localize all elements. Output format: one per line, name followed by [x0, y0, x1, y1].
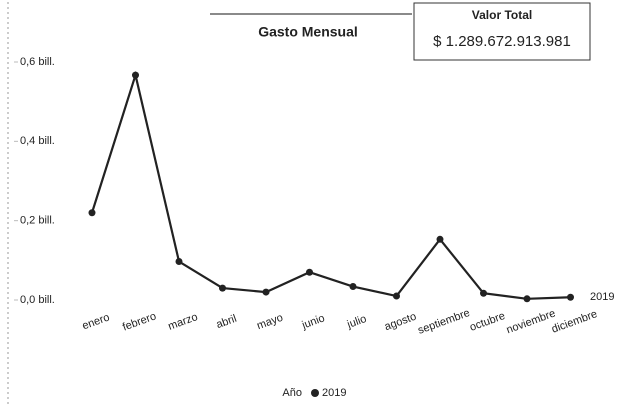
point	[436, 235, 444, 243]
x-tick-label: agosto	[383, 311, 418, 334]
legend-label: 2019	[322, 387, 346, 399]
line	[90, 70, 571, 300]
total-card	[413, 2, 591, 61]
point	[393, 292, 400, 300]
legend-marker	[311, 389, 319, 397]
point	[88, 209, 96, 217]
point	[175, 258, 183, 266]
point	[349, 283, 357, 291]
point	[306, 268, 313, 276]
y-tick-label: 0,4 bill.	[20, 135, 55, 147]
series-end-label: 2019	[590, 291, 614, 303]
x-tick-label: octubre	[468, 310, 507, 334]
x-tick-label: diciembre	[550, 308, 599, 336]
legend-title: Año	[282, 387, 302, 399]
chart-title: Gasto Mensual	[258, 24, 358, 40]
point	[219, 284, 226, 292]
x-tick-label: enero	[81, 311, 112, 332]
x-tick-label: febrero	[121, 310, 158, 333]
x-tick-label: mayo	[255, 312, 284, 332]
x-tick-label: septiembre	[416, 307, 471, 337]
y-tick-label: 0,0 bill.	[20, 294, 55, 306]
card-value: $ 1.289.672.913.981	[433, 33, 571, 50]
y-tick-label: 0,2 bill.	[20, 215, 55, 227]
point	[132, 71, 139, 79]
point	[523, 295, 531, 303]
point	[262, 288, 270, 296]
x-tick-label: julio	[345, 313, 368, 331]
x-tick-label: noviembre	[505, 307, 557, 336]
y-tick-label: 0,6 bill.	[20, 56, 55, 68]
point	[567, 293, 574, 301]
x-tick-label: marzo	[167, 311, 200, 333]
card-title: Valor Total	[472, 8, 532, 22]
x-tick-label: junio	[300, 312, 327, 332]
point	[480, 289, 487, 297]
x-tick-label: abril	[215, 313, 239, 331]
